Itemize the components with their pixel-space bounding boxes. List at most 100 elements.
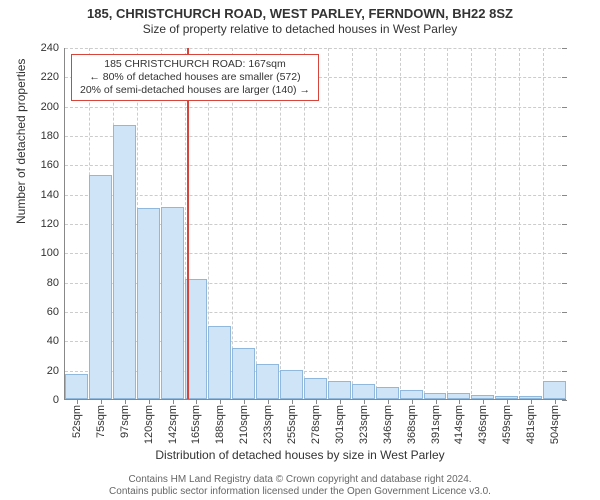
y-tick-label: 200 bbox=[41, 101, 65, 113]
histogram-bar bbox=[376, 387, 399, 399]
y-tick-mark bbox=[562, 107, 567, 108]
y-tick-label: 220 bbox=[41, 71, 65, 83]
page-subtitle: Size of property relative to detached ho… bbox=[0, 22, 600, 38]
x-axis-label: Distribution of detached houses by size … bbox=[0, 448, 600, 462]
x-tick-label: 188sqm bbox=[214, 405, 226, 444]
gridline-horizontal bbox=[65, 136, 566, 137]
y-tick-mark bbox=[562, 341, 567, 342]
x-tick-mark bbox=[436, 399, 437, 404]
histogram-bar bbox=[328, 381, 351, 399]
x-tick-label: 368sqm bbox=[406, 405, 418, 444]
x-tick-mark bbox=[244, 399, 245, 404]
gridline-vertical bbox=[424, 48, 425, 399]
gridline-vertical bbox=[400, 48, 401, 399]
annotation-line-2: ← 80% of detached houses are smaller (57… bbox=[80, 71, 310, 84]
x-tick-label: 278sqm bbox=[310, 405, 322, 444]
gridline-horizontal bbox=[65, 195, 566, 196]
y-axis-label: Number of detached properties bbox=[14, 59, 28, 224]
x-tick-mark bbox=[292, 399, 293, 404]
y-tick-mark bbox=[562, 371, 567, 372]
y-tick-mark bbox=[562, 312, 567, 313]
x-tick-label: 459sqm bbox=[501, 405, 513, 444]
copyright-line-2: Contains public sector information licen… bbox=[0, 486, 600, 498]
gridline-vertical bbox=[519, 48, 520, 399]
annotation-line-3: 20% of semi-detached houses are larger (… bbox=[80, 84, 310, 97]
x-tick-label: 255sqm bbox=[286, 405, 298, 444]
y-tick-label: 20 bbox=[47, 365, 65, 377]
y-tick-mark bbox=[562, 253, 567, 254]
copyright-line-1: Contains HM Land Registry data © Crown c… bbox=[0, 474, 600, 486]
y-tick-label: 100 bbox=[41, 247, 65, 259]
x-tick-mark bbox=[77, 399, 78, 404]
x-tick-mark bbox=[316, 399, 317, 404]
y-tick-label: 80 bbox=[47, 277, 65, 289]
gridline-horizontal bbox=[65, 165, 566, 166]
x-tick-label: 233sqm bbox=[262, 405, 274, 444]
x-tick-label: 436sqm bbox=[477, 405, 489, 444]
y-tick-label: 180 bbox=[41, 130, 65, 142]
page-title: 185, CHRISTCHURCH ROAD, WEST PARLEY, FER… bbox=[0, 0, 600, 22]
y-tick-label: 40 bbox=[47, 335, 65, 347]
chart-area: 02040608010012014016018020022024052sqm75… bbox=[64, 48, 566, 400]
gridline-vertical bbox=[376, 48, 377, 399]
x-tick-label: 165sqm bbox=[190, 405, 202, 444]
x-tick-mark bbox=[220, 399, 221, 404]
annotation-box: 185 CHRISTCHURCH ROAD: 167sqm ← 80% of d… bbox=[71, 54, 319, 101]
x-tick-mark bbox=[555, 399, 556, 404]
y-tick-mark bbox=[562, 165, 567, 166]
x-tick-label: 301sqm bbox=[334, 405, 346, 444]
x-tick-label: 391sqm bbox=[430, 405, 442, 444]
chart-container: 185, CHRISTCHURCH ROAD, WEST PARLEY, FER… bbox=[0, 0, 600, 500]
y-tick-mark bbox=[562, 136, 567, 137]
x-tick-mark bbox=[483, 399, 484, 404]
y-tick-mark bbox=[562, 77, 567, 78]
histogram-bar bbox=[543, 381, 566, 399]
x-tick-label: 52sqm bbox=[71, 405, 83, 438]
x-tick-label: 210sqm bbox=[238, 405, 250, 444]
histogram-bar bbox=[400, 390, 423, 399]
y-tick-label: 60 bbox=[47, 306, 65, 318]
x-tick-mark bbox=[101, 399, 102, 404]
x-tick-label: 142sqm bbox=[167, 405, 179, 444]
y-tick-label: 0 bbox=[53, 394, 65, 406]
x-tick-label: 323sqm bbox=[358, 405, 370, 444]
x-tick-mark bbox=[388, 399, 389, 404]
annotation-line-1: 185 CHRISTCHURCH ROAD: 167sqm bbox=[80, 58, 310, 71]
histogram-bar bbox=[352, 384, 375, 399]
x-tick-mark bbox=[149, 399, 150, 404]
x-tick-label: 346sqm bbox=[382, 405, 394, 444]
y-tick-label: 120 bbox=[41, 218, 65, 230]
y-tick-mark bbox=[562, 400, 567, 401]
histogram-bar bbox=[89, 175, 112, 399]
x-tick-mark bbox=[268, 399, 269, 404]
x-tick-label: 97sqm bbox=[119, 405, 131, 438]
histogram-bar bbox=[256, 364, 279, 399]
x-tick-mark bbox=[196, 399, 197, 404]
y-tick-label: 140 bbox=[41, 189, 65, 201]
plot-area: 02040608010012014016018020022024052sqm75… bbox=[64, 48, 566, 400]
gridline-vertical bbox=[495, 48, 496, 399]
x-tick-mark bbox=[459, 399, 460, 404]
histogram-bar bbox=[65, 374, 88, 399]
gridline-horizontal bbox=[65, 107, 566, 108]
y-tick-label: 160 bbox=[41, 159, 65, 171]
x-tick-mark bbox=[125, 399, 126, 404]
gridline-vertical bbox=[543, 48, 544, 399]
gridline-vertical bbox=[447, 48, 448, 399]
y-tick-mark bbox=[562, 283, 567, 284]
gridline-vertical bbox=[471, 48, 472, 399]
x-tick-label: 414sqm bbox=[453, 405, 465, 444]
x-tick-label: 481sqm bbox=[525, 405, 537, 444]
x-tick-mark bbox=[507, 399, 508, 404]
x-tick-label: 75sqm bbox=[95, 405, 107, 438]
gridline-vertical bbox=[328, 48, 329, 399]
y-tick-label: 240 bbox=[41, 42, 65, 54]
x-tick-mark bbox=[412, 399, 413, 404]
gridline-vertical bbox=[352, 48, 353, 399]
x-tick-mark bbox=[340, 399, 341, 404]
histogram-bar bbox=[208, 326, 231, 399]
copyright-footer: Contains HM Land Registry data © Crown c… bbox=[0, 474, 600, 498]
histogram-bar bbox=[161, 207, 184, 399]
y-tick-mark bbox=[562, 224, 567, 225]
histogram-bar bbox=[304, 378, 327, 399]
